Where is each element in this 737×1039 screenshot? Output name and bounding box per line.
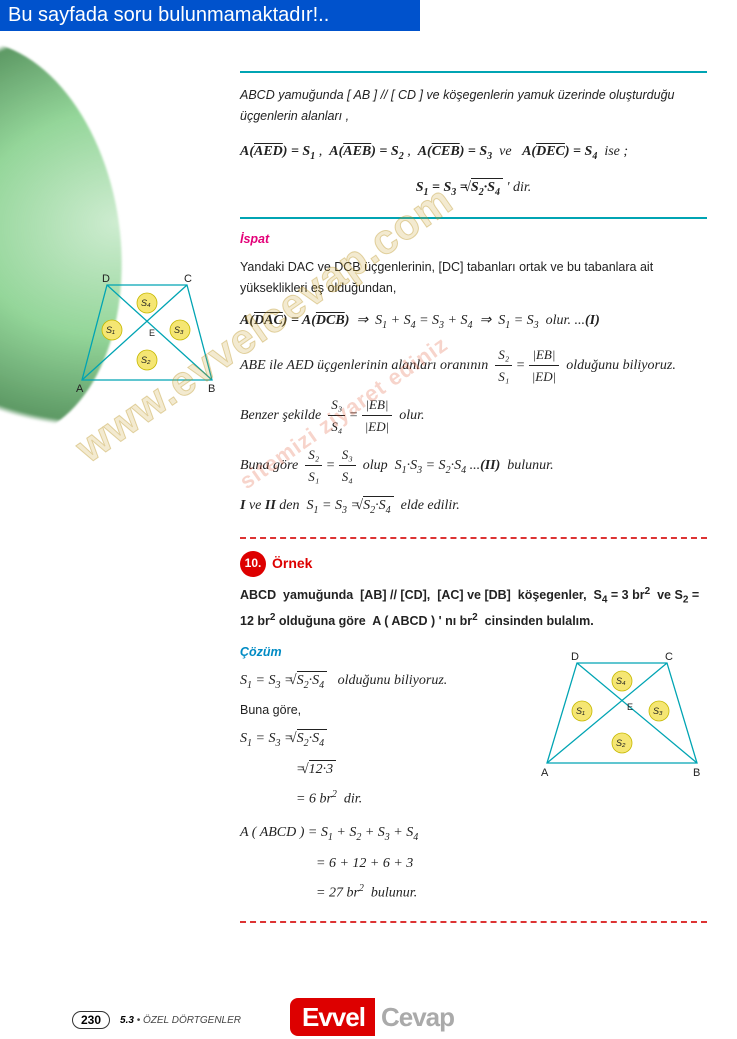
page-number: 230: [72, 1011, 110, 1029]
theorem-formula: S1 = S3 = S2·S4 ' dir.: [240, 176, 707, 201]
banner: Bu sayfada soru bulunmamaktadır!..: [0, 0, 420, 31]
proof-line-1: Yandaki DAC ve DCB üçgenlerinin, [DC] ta…: [240, 257, 707, 298]
sol-step-1: S1 = S3 = S2·S4: [240, 727, 707, 752]
sol-line-therefore: Buna göre,: [240, 700, 707, 721]
theorem-areas: A(AED) = S1 , A(AEB) = S2 , A(CEB) = S3 …: [240, 140, 707, 165]
brand-logo-part-2: Cevap: [375, 1002, 454, 1032]
rule-mid: [240, 217, 707, 219]
brand-logo-part-1: Evvel: [290, 998, 375, 1036]
proof-conclusion: I ve II den S1 = S3 = S2·S4 elde edilir.: [240, 494, 707, 519]
rule-top: [240, 71, 707, 73]
sol-area-2: = 6 + 12 + 6 + 3: [240, 852, 707, 875]
section-label: 5.3 • ÖZEL DÖRTGENLER: [120, 1015, 241, 1026]
rule-dotted-bottom: [240, 921, 707, 923]
solution-label: Çözüm: [240, 642, 707, 663]
example-badge: 10. Örnek: [240, 551, 312, 577]
proof-eq-1: A(DAC) = A(DCB) ⇒ S1 + S4 = S3 + S4 ⇒ S1…: [240, 309, 707, 334]
example-number: 10.: [240, 551, 266, 577]
example-text: ABCD yamuğunda [AB] // [CD], [AC] ve [DB…: [240, 583, 707, 632]
sol-step-3: = 6 br2 dir.: [240, 787, 707, 811]
sol-area-3: = 27 br2 bulunur.: [240, 881, 707, 905]
proof-line-2: ABE ile AED üçgenlerinin alanları oranın…: [240, 344, 707, 388]
proof-label: İspat: [240, 229, 707, 250]
intro-text: ABCD yamuğunda [ AB ] // [ CD ] ve köşeg…: [240, 85, 707, 126]
proof-line-3: Benzer şekilde S₃S₄ = |EB||ED| olur.: [240, 394, 707, 438]
main-content: ABCD yamuğunda [ AB ] // [ CD ] ve köşeg…: [0, 31, 737, 923]
sol-line-known: S1 = S3 = S2·S4 olduğunu biliyoruz.: [240, 669, 707, 694]
page-footer: 230 5.3 • ÖZEL DÖRTGENLER: [72, 1011, 241, 1029]
sol-area-1: A ( ABCD ) = S1 + S2 + S3 + S4: [240, 821, 707, 846]
example-label: Örnek: [272, 552, 312, 575]
rule-dotted: [240, 537, 707, 539]
brand-logo: EvvelCevap: [290, 1002, 454, 1033]
proof-line-4: Buna göre S₂S₁ = S₃S₄ olup S1·S3 = S2·S4…: [240, 444, 707, 488]
sol-step-2: = 12·3: [240, 758, 707, 781]
